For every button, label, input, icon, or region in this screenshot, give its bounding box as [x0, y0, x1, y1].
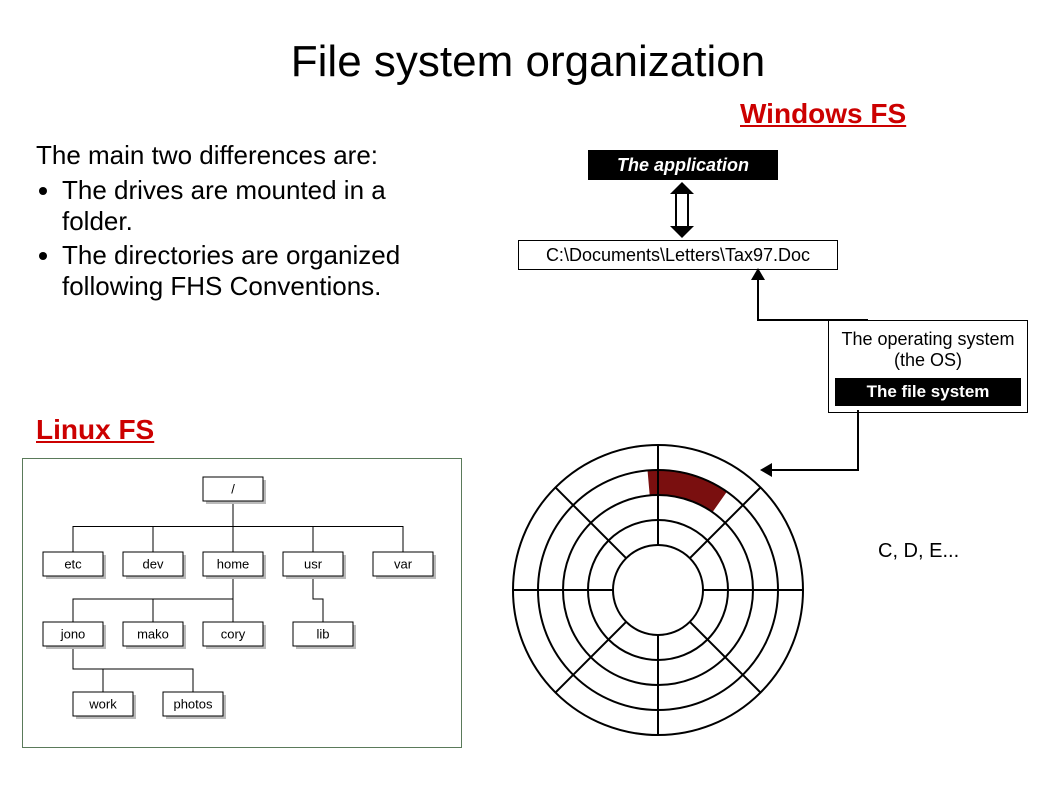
disk-svg — [508, 440, 808, 740]
tree-node-label: var — [394, 556, 413, 571]
os-box: The operating system (the OS) The file s… — [828, 320, 1028, 413]
application-box: The application — [588, 150, 778, 180]
windows-diagram: The application C:\Documents\Letters\Tax… — [478, 150, 1038, 770]
tree-node-label: / — [231, 481, 235, 496]
disk-diagram — [508, 440, 808, 740]
disk-radial — [555, 487, 626, 558]
intro-bullet: The drives are mounted in a folder. — [62, 175, 436, 237]
tree-node-label: dev — [143, 556, 164, 571]
windows-heading: Windows FS — [740, 98, 906, 130]
linux-heading: Linux FS — [36, 414, 154, 446]
tree-node-label: jono — [60, 626, 86, 641]
tree-node-label: photos — [173, 696, 213, 711]
intro-list: The drives are mounted in a folder. The … — [36, 175, 436, 302]
os-label: The operating system (the OS) — [835, 329, 1021, 370]
intro-block: The main two differences are: The drives… — [36, 140, 436, 304]
filesystem-bar: The file system — [835, 378, 1021, 406]
double-arrow-icon — [668, 180, 698, 240]
disk-radial — [690, 622, 761, 693]
disk-highlight-sector — [648, 470, 727, 512]
tree-node-label: home — [217, 556, 250, 571]
tree-node-label: etc — [64, 556, 82, 571]
tree-node-label: work — [88, 696, 117, 711]
disk-radial — [555, 622, 626, 693]
intro-bullet: The directories are organized following … — [62, 240, 436, 302]
tree-node-label: lib — [316, 626, 329, 641]
drives-label: C, D, E... — [878, 540, 959, 563]
tree-node-label: mako — [137, 626, 169, 641]
tree-node-label: cory — [221, 626, 246, 641]
tree-node-label: usr — [304, 556, 323, 571]
intro-lead: The main two differences are: — [36, 140, 436, 171]
page-title: File system organization — [0, 37, 1056, 87]
linux-tree-container: / etc dev home usr var jono mako cory lib work phot… — [22, 458, 462, 748]
linux-tree-svg: / etc dev home usr var jono mako cory lib work phot… — [23, 459, 463, 749]
disk-ring — [613, 545, 703, 635]
